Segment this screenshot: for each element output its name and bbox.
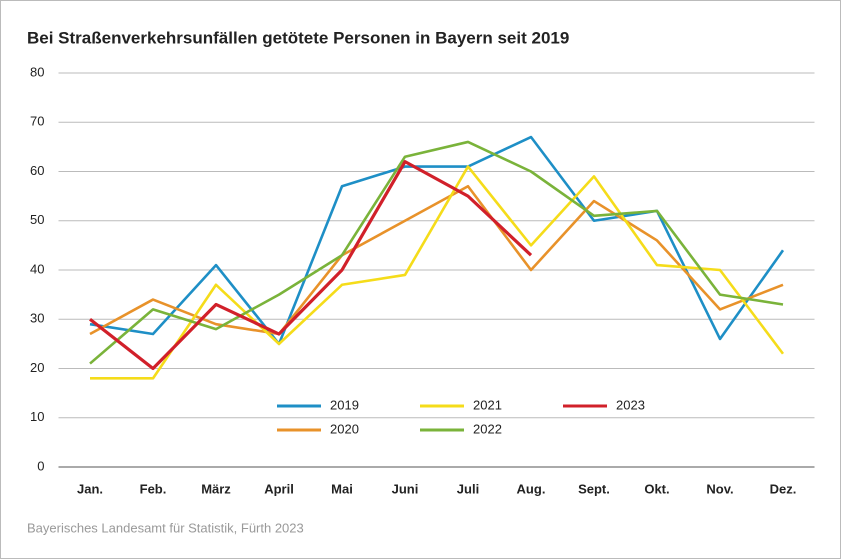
x-tick-label: Juli	[457, 481, 479, 496]
y-tick-label: 40	[30, 261, 44, 276]
x-tick-label: Aug.	[517, 481, 546, 496]
legend-label: 2022	[473, 421, 502, 436]
series-line	[90, 165, 785, 380]
y-tick-label: 50	[30, 212, 44, 227]
x-tick-label: März	[201, 481, 231, 496]
x-tick-label: Dez.	[770, 481, 797, 496]
x-tick-label: Okt.	[644, 481, 669, 496]
x-tick-label: Juni	[392, 481, 419, 496]
x-tick-label: Jan.	[77, 481, 103, 496]
y-tick-label: 20	[30, 360, 44, 375]
series-line	[89, 160, 533, 371]
legend-label: 2019	[330, 397, 359, 412]
series-line	[89, 140, 784, 365]
y-tick-label: 30	[30, 311, 44, 326]
y-tick-label: 0	[37, 458, 44, 473]
x-tick-label: Mai	[331, 481, 353, 496]
series-line	[89, 184, 784, 336]
x-tick-label: Nov.	[706, 481, 733, 496]
y-tick-label: 70	[30, 114, 44, 129]
x-tick-label: April	[264, 481, 294, 496]
source: Bayerisches Landesamt für Statistik, Für…	[27, 520, 304, 535]
chart-title: Bei Straßenverkehrsunfällen getötete Per…	[27, 28, 569, 47]
legend-label: 2023	[616, 397, 645, 412]
y-tick-label: 80	[30, 64, 44, 79]
y-tick-label: 60	[30, 163, 44, 178]
legend-label: 2021	[473, 397, 502, 412]
x-tick-label: Feb.	[140, 481, 167, 496]
series-line	[89, 135, 785, 346]
legend-label: 2020	[330, 421, 359, 436]
y-tick-label: 10	[30, 409, 44, 424]
x-tick-label: Sept.	[578, 481, 610, 496]
